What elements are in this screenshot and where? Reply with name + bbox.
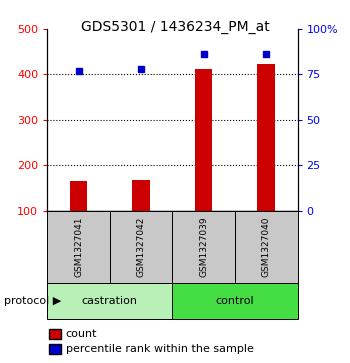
Bar (110, 211, 172, 283)
Text: GSM1327040: GSM1327040 (262, 217, 271, 277)
Bar (132, 180, 150, 211)
Bar (172, 283, 298, 319)
Bar (47, 211, 110, 283)
Text: GSM1327041: GSM1327041 (74, 217, 83, 277)
Bar (172, 211, 235, 283)
Text: castration: castration (82, 296, 138, 306)
Text: control: control (216, 296, 254, 306)
Bar (47, 283, 172, 319)
Text: GDS5301 / 1436234_PM_at: GDS5301 / 1436234_PM_at (80, 20, 270, 34)
Text: GSM1327039: GSM1327039 (199, 216, 208, 277)
Text: GSM1327042: GSM1327042 (136, 217, 146, 277)
Text: count: count (66, 329, 97, 339)
Bar (235, 211, 298, 283)
Bar (258, 65, 275, 211)
Bar (70, 181, 87, 211)
Bar (195, 69, 212, 211)
Text: percentile rank within the sample: percentile rank within the sample (66, 344, 254, 354)
Text: protocol ▶: protocol ▶ (4, 296, 61, 306)
